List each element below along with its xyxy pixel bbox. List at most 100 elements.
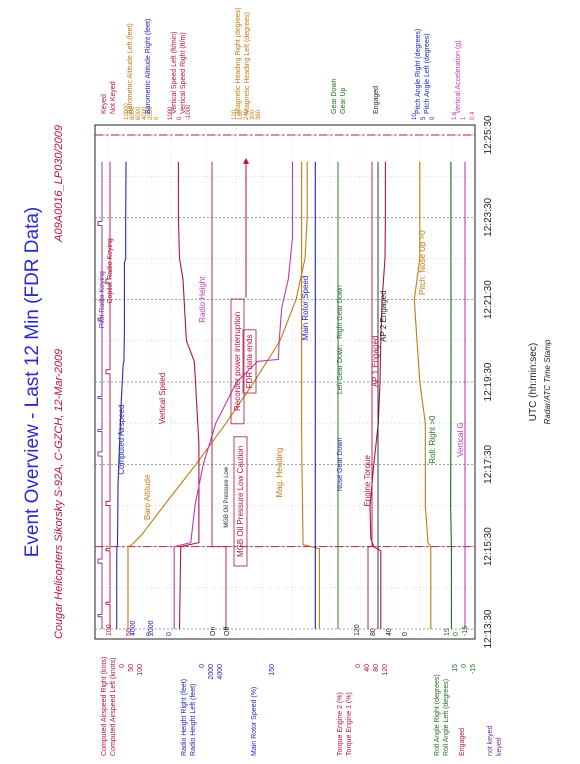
left-axis-label: Computed Airspeed Left (knots) [110, 658, 117, 756]
left-tick-radio-height: 2000 [148, 620, 155, 636]
left-tick-torque: 40 [386, 628, 393, 636]
left-axis-label: Roll Angle Right (degrees) [434, 674, 441, 756]
left-tick-radio-height: 4000 [130, 620, 137, 636]
right-axis-tick: 10 [412, 113, 418, 120]
x-tick-label: 12:17:30 [483, 444, 494, 483]
annotation-box [230, 298, 245, 425]
left-axis-tick: -15 [470, 664, 477, 674]
left-axis-label: not keyed [487, 726, 494, 756]
x-tick-label: 12:23:30 [483, 197, 494, 236]
right-axis-label: Vertical Speed Left (ft/min) [171, 32, 178, 114]
annotation-label: Baro Altitude [143, 474, 152, 520]
series-roll-angle [450, 161, 452, 629]
annotation-label: MGB Oil Pressure Low Caution [236, 446, 245, 557]
right-axis-label: Gear Up [340, 87, 347, 114]
annotation-label: Recorder power interruption [233, 312, 242, 411]
right-axis-tick: 2000 [148, 106, 154, 120]
left-axis-label: Computed Airspeed Right (knts) [101, 657, 108, 756]
x-tick-label: 12:13:30 [483, 609, 494, 648]
annotation-label: Vertical Speed [158, 373, 167, 425]
annotation-label: Pitch: Nose Up >0 [418, 230, 427, 295]
right-axis-tick: 360 [256, 109, 262, 120]
trace-mgb-oil [211, 161, 227, 629]
right-axis-tick: 1 [461, 116, 467, 120]
right-axis-tick: 1.6 [452, 111, 458, 120]
left-axis-label: Radio Height Left (feet) [190, 684, 197, 756]
annotation-label: Right Gear Down [337, 285, 344, 339]
right-axis-label: Magnetic Heading Right (degrees) [235, 7, 242, 114]
left-tick-mgb: On [210, 627, 217, 636]
left-tick-airspeed: 0 [146, 632, 153, 636]
right-axis-label: Vertical Acceleration (g) [455, 40, 462, 114]
annotation-label: Vertical G [456, 422, 465, 457]
chart-subtitle: Cougar Helicopters Sikorsky S-92A, C-GZC… [53, 349, 65, 639]
annotation-label: Nose Gear Down [337, 437, 344, 491]
left-axis-tick: 40 [364, 664, 371, 672]
annotation-label: MGB Oil Pressure Low [224, 466, 230, 528]
right-axis-label: Magnetic Heading Left (degrees) [244, 12, 251, 114]
annotation-label: Left Gear Down [337, 345, 344, 394]
left-axis-label: Radio Height Right (feet) [181, 679, 188, 756]
x-axis-label: UTC (hh:min:sec) [528, 343, 539, 421]
annotation-label: AP 2 Engaged [379, 290, 388, 341]
left-tick-roll: -15 [462, 626, 469, 636]
annotation-label: Engine Torque [363, 455, 372, 507]
annotation-label: Radio Height [198, 276, 207, 323]
left-axis-tick: 0 [461, 664, 468, 668]
right-axis-tick: 1000 [168, 106, 174, 120]
series-mag-heading [301, 161, 320, 629]
left-tick-roll: 15 [444, 628, 451, 636]
left-axis-tick: 2000 [208, 664, 215, 680]
annotation-box [242, 329, 257, 394]
left-axis-label: Main Rotor Speed (%) [251, 687, 258, 756]
left-axis-tick: 80 [373, 664, 380, 672]
right-axis-labels: Keyed Not Keyed Barometric Altitude Left (… [101, 7, 476, 120]
trace-pilot-keying [97, 161, 103, 629]
annotation-label: Computed Airspeed [117, 405, 126, 475]
right-axis-tick: 10000 [124, 103, 130, 120]
left-tick-airspeed: 50 [126, 628, 133, 636]
annotation-label: Mag. Heading [275, 448, 284, 498]
annotation-box [233, 436, 248, 567]
right-axis-label: Barometric Altitude Right (feet) [145, 19, 152, 114]
annotation-label: Copilot Radio Keying [107, 238, 114, 303]
annotation-label: Pilot Radio Keying [99, 271, 106, 328]
series-layer [97, 161, 466, 630]
right-axis-label: Gear Down [331, 78, 338, 114]
right-axis-tick: 4000 [142, 106, 148, 120]
series-vertical-speed [177, 161, 200, 630]
right-axis-label: Pitch Angle Right (degrees) [415, 29, 422, 114]
left-axis-tick: 50 [128, 664, 135, 672]
right-axis-tick: 0.4 [470, 111, 476, 120]
left-axis-label: Roll Angle Left (degrees) [443, 679, 450, 756]
annotation-label: FDR data ends [245, 335, 254, 389]
right-axis-tick: 180 [238, 109, 244, 120]
left-tick-radio-height: 0 [166, 632, 173, 636]
trace-copilot-keying [105, 161, 111, 629]
right-axis-tick: 5 [421, 116, 427, 120]
left-axis-tick: 0 [119, 664, 126, 668]
left-axis-label: Torque Engine 1 (%) [346, 692, 353, 756]
right-axis-tick: 0 [430, 116, 436, 120]
annotation-label: Roll: Right >0 [428, 415, 437, 464]
left-tick-torque: 80 [370, 628, 377, 636]
left-axis-tick: 4000 [217, 664, 224, 680]
right-axis-tick: 8000 [130, 106, 136, 120]
right-axis-tick: 120 [232, 109, 238, 120]
trace-ap1 [367, 161, 373, 629]
chart-rotated: Event Overview - Last 12 Min (FDR Data) … [22, 7, 552, 756]
left-axis-tick: 15 [452, 664, 459, 672]
left-axis-tick: 0 [199, 664, 206, 668]
right-axis-tick: -1000 [186, 104, 192, 120]
series-radio-height [173, 161, 294, 629]
right-axis-tick: 6000 [136, 106, 142, 120]
x-tick-label: 12:19:30 [483, 362, 494, 401]
grid [95, 125, 475, 639]
right-axis-label: Engaged [373, 86, 380, 114]
left-tick-torque: 0 [402, 632, 409, 636]
x-tick-label: 12:21:30 [483, 280, 494, 319]
left-axis-tick: 150 [269, 664, 276, 676]
left-tick-torque: 120 [354, 624, 361, 636]
